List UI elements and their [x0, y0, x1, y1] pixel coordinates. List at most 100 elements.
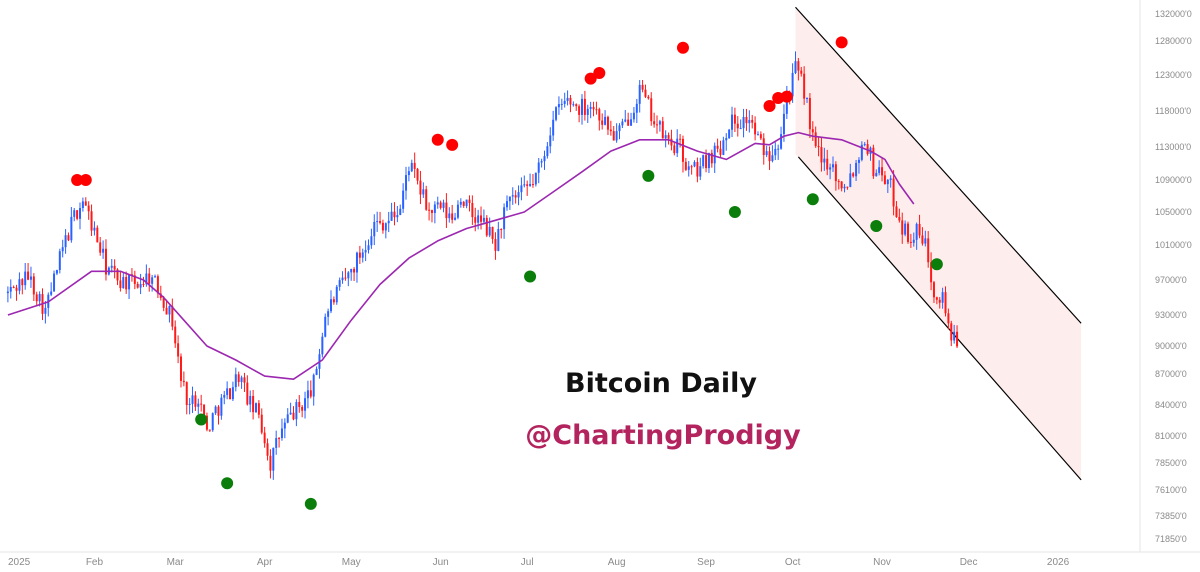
candle-down [690, 166, 693, 168]
candle-up [139, 284, 142, 288]
candle-down [820, 147, 823, 163]
candle-up [511, 195, 514, 197]
candle-down [217, 406, 220, 416]
candle-up [448, 213, 451, 219]
top-signal-dot [79, 174, 92, 186]
price-axis-panel[interactable] [1140, 0, 1200, 572]
price-tick-label: 73850'0 [1155, 511, 1187, 521]
candle-up [857, 159, 860, 163]
candle-up [664, 135, 667, 139]
candle-up [572, 104, 575, 106]
candle-down [381, 222, 384, 231]
candle-up [240, 377, 243, 383]
candle-down [641, 84, 644, 90]
candle-down [814, 132, 817, 147]
candle-down [179, 356, 182, 381]
candle-up [523, 184, 526, 186]
candle-down [99, 242, 102, 253]
candle-down [921, 235, 924, 244]
top-signal-dot [584, 72, 597, 85]
candle-up [889, 178, 892, 180]
candle-up [529, 184, 532, 186]
candle-up [399, 208, 402, 216]
candle-down [252, 395, 255, 413]
candle-down [480, 215, 483, 222]
candle-up [283, 422, 286, 429]
candle-down [866, 144, 869, 154]
candle-down [883, 175, 886, 185]
candle-down [428, 209, 431, 211]
candle-down [474, 217, 477, 223]
candle-up [151, 277, 154, 284]
moving-average-line [7, 131, 915, 380]
candle-down [67, 235, 70, 241]
candle-down [575, 104, 578, 107]
candle-down [485, 217, 488, 236]
candle-down [260, 414, 263, 433]
candle-up [110, 265, 113, 268]
bottom-signal-dot [930, 258, 943, 271]
candle-down [705, 155, 708, 169]
candle-up [517, 192, 520, 198]
price-tick-label: 132000'0 [1155, 9, 1192, 19]
candle-down [177, 343, 180, 357]
price-tick-label: 101000'0 [1155, 240, 1192, 250]
candle-down [800, 70, 803, 74]
candle-down [661, 121, 664, 139]
candle-down [116, 269, 119, 281]
candle-down [950, 323, 953, 341]
candle-up [537, 162, 540, 173]
candle-up [226, 388, 229, 395]
candle-up [50, 291, 53, 295]
candle-up [347, 272, 350, 279]
candle-up [304, 398, 307, 411]
candle-up [831, 164, 834, 168]
candle-up [81, 201, 84, 209]
candle-up [589, 107, 592, 109]
candle-down [808, 98, 811, 130]
candle-down [872, 147, 875, 177]
candle-down [419, 180, 422, 195]
candle-up [390, 211, 393, 221]
top-signal-dot [431, 133, 444, 146]
candle-up [676, 138, 679, 154]
candle-up [742, 116, 745, 129]
candle-up [18, 279, 21, 291]
candle-down [278, 438, 281, 440]
candle-up [361, 252, 364, 258]
candle-up [289, 412, 292, 415]
candlesticks [6, 51, 959, 480]
candle-down [471, 202, 474, 218]
price-tick-label: 81000'0 [1155, 431, 1187, 441]
candle-up [731, 114, 734, 130]
candle-up [728, 129, 731, 139]
candle-down [667, 135, 670, 139]
candle-down [716, 145, 719, 149]
candle-up [794, 61, 797, 73]
candle-up [456, 204, 459, 218]
candle-down [918, 223, 921, 236]
candle-down [142, 284, 145, 286]
candle-down [935, 297, 938, 300]
candle-down [171, 306, 174, 327]
candle-down [612, 131, 615, 141]
candle-up [785, 95, 788, 114]
candle-up [849, 173, 852, 187]
candle-up [863, 144, 866, 146]
candle-up [29, 276, 32, 280]
bottom-signal-dot [524, 270, 537, 283]
candle-up [638, 84, 641, 104]
candle-up [295, 402, 298, 420]
time-axis-panel[interactable] [0, 552, 1140, 572]
candle-up [912, 239, 915, 243]
candle-down [148, 273, 151, 284]
candle-down [696, 162, 699, 177]
candle-down [526, 184, 529, 186]
candle-down [938, 299, 941, 303]
candle-up [335, 286, 338, 303]
price-tick-label: 76100'0 [1155, 485, 1187, 495]
candle-up [315, 368, 318, 375]
candle-up [693, 162, 696, 167]
candle-down [27, 271, 30, 280]
candle-up [38, 294, 41, 302]
